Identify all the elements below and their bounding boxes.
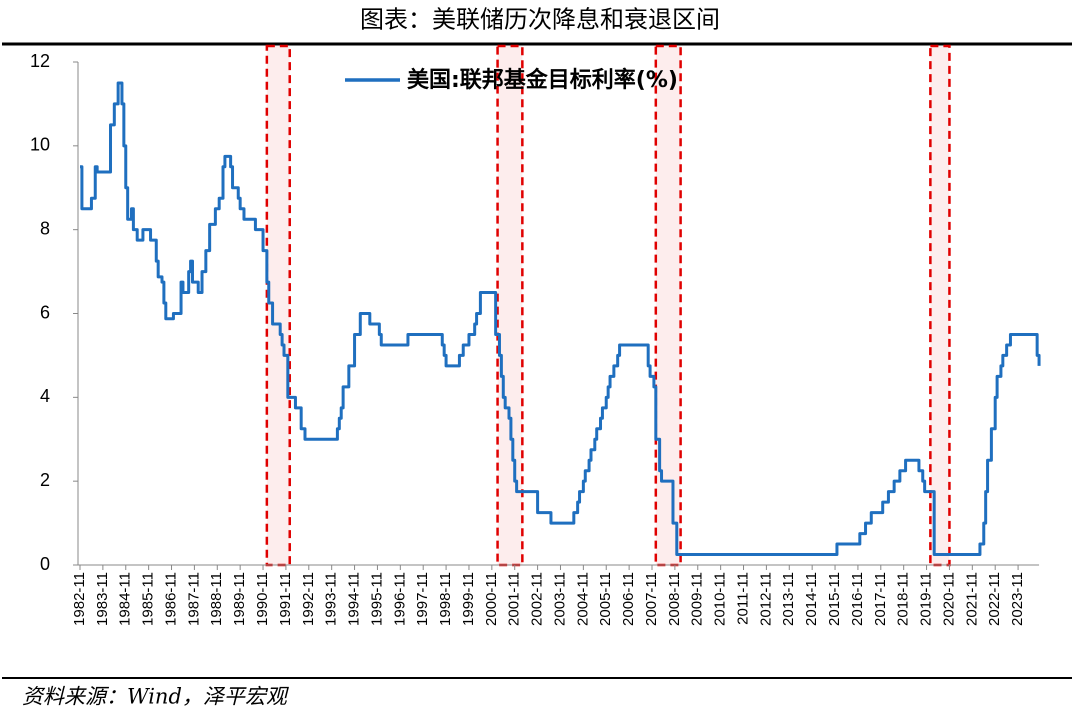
x-tick-label: 1995-11 — [368, 572, 385, 626]
recession-band — [929, 44, 951, 567]
y-tick-label: 0 — [40, 554, 50, 574]
x-tick-label: 2007-11 — [643, 572, 660, 626]
x-tick-label: 1990-11 — [254, 572, 271, 626]
y-tick-label: 2 — [40, 470, 50, 490]
x-tick-label: 2006-11 — [620, 572, 637, 626]
x-tick-label: 2014-11 — [803, 572, 820, 626]
x-tick-label: 2004-11 — [574, 572, 591, 626]
x-tick-label: 2008-11 — [666, 572, 683, 626]
x-tick-label: 1997-11 — [414, 572, 431, 626]
x-tick-label: 1982-11 — [71, 572, 88, 626]
x-tick-label: 1987-11 — [185, 572, 202, 626]
chart-title: 图表：美联储历次降息和衰退区间 — [360, 6, 720, 34]
x-tick-label: 1993-11 — [323, 572, 340, 626]
recession-band — [496, 44, 524, 567]
x-tick-label: 1983-11 — [94, 572, 111, 626]
x-tick-label: 2022-11 — [986, 572, 1003, 626]
x-tick-label: 2010-11 — [712, 572, 729, 626]
x-tick-label: 2018-11 — [895, 572, 912, 626]
x-tick-label: 2011-11 — [734, 572, 751, 625]
series-line — [80, 81, 1041, 557]
x-tick-label: 2002-11 — [529, 572, 546, 626]
x-tick-label: 2013-11 — [780, 572, 797, 626]
x-tick-label: 2012-11 — [757, 572, 774, 626]
y-tick-label: 6 — [40, 302, 50, 322]
x-tick-label: 2015-11 — [826, 572, 843, 626]
x-tick-label: 2020-11 — [940, 572, 957, 626]
x-tick-label: 1991-11 — [277, 572, 294, 626]
x-tick-label: 1984-11 — [117, 572, 134, 626]
y-tick-label: 10 — [30, 135, 50, 155]
y-tick-label: 4 — [40, 386, 50, 406]
x-tick-label: 1994-11 — [346, 572, 363, 626]
legend-label: 美国:联邦基金目标利率(%) — [407, 67, 678, 93]
x-tick-label: 1985-11 — [140, 572, 157, 626]
y-tick-label: 8 — [40, 218, 50, 238]
y-tick-label: 12 — [30, 51, 50, 71]
x-tick-label: 1986-11 — [162, 572, 179, 626]
x-tick-label: 1989-11 — [231, 572, 248, 626]
x-tick-label: 2001-11 — [506, 572, 523, 626]
x-tick-label: 1998-11 — [437, 572, 454, 626]
recession-band — [265, 44, 291, 567]
x-tick-label: 2003-11 — [551, 572, 568, 626]
x-tick-label: 1988-11 — [208, 572, 225, 626]
x-tick-label: 2000-11 — [483, 572, 500, 626]
source-note: 资料来源：Wind，泽平宏观 — [22, 685, 290, 709]
x-tick-label: 1999-11 — [460, 572, 477, 626]
x-tick-label: 2017-11 — [872, 572, 889, 626]
recession-band — [654, 44, 682, 567]
x-tick-label: 1992-11 — [300, 572, 317, 626]
x-tick-label: 2009-11 — [689, 572, 706, 626]
x-tick-label: 2019-11 — [918, 572, 935, 626]
x-tick-label: 2021-11 — [963, 572, 980, 626]
x-tick-label: 1996-11 — [391, 572, 408, 626]
x-tick-label: 2005-11 — [597, 572, 614, 626]
x-tick-label: 2016-11 — [849, 572, 866, 626]
x-tick-label: 2023-11 — [1009, 572, 1026, 626]
